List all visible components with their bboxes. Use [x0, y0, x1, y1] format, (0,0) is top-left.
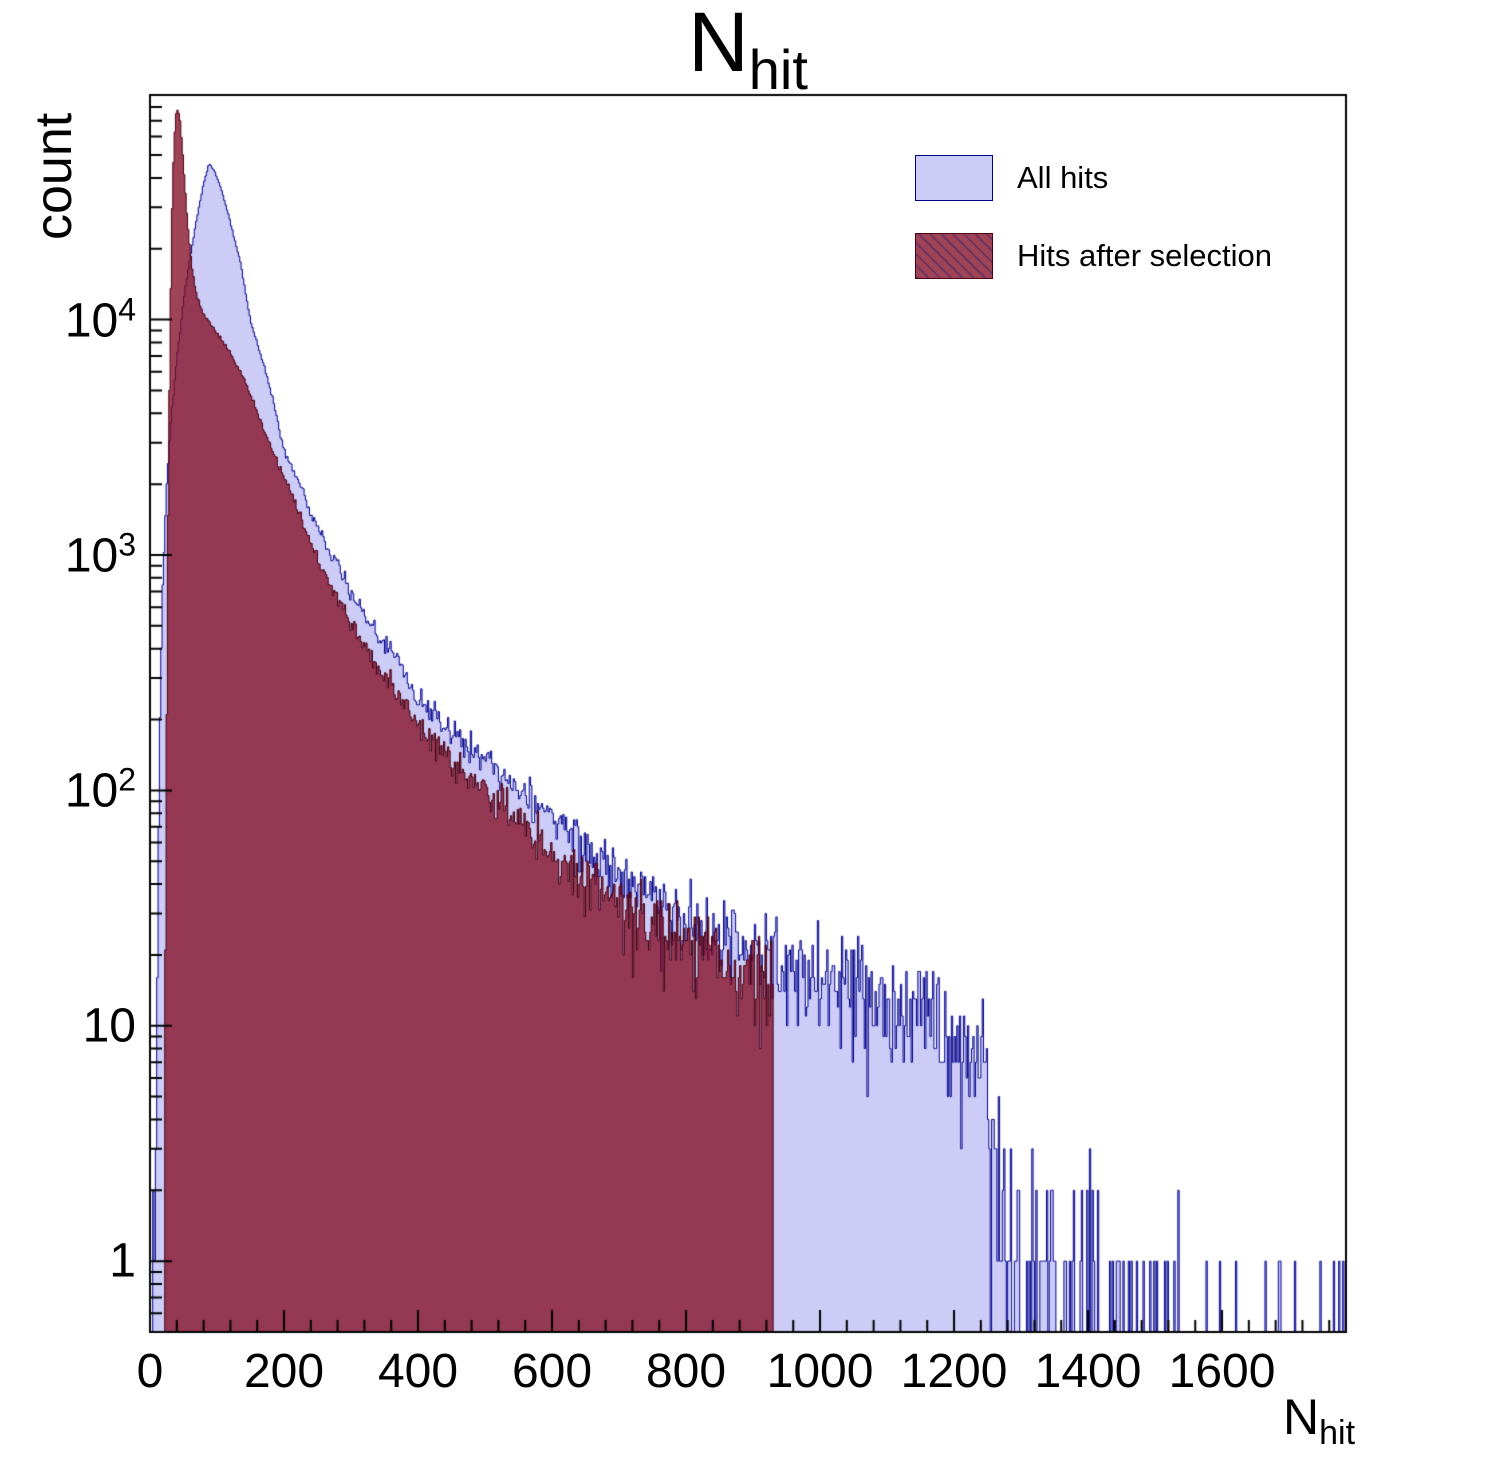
y-tick-label: 10: [82, 999, 136, 1053]
legend: All hits Hits after selection: [915, 155, 1272, 311]
x-tick-label: 0: [136, 1345, 164, 1398]
y-tick-label: 103: [64, 526, 136, 583]
x-tick-label: 1000: [766, 1345, 874, 1398]
legend-item: All hits: [915, 155, 1272, 201]
x-tick-label: 1400: [1034, 1345, 1142, 1398]
y-tick-label: 104: [64, 291, 136, 348]
x-tick-label: 1200: [900, 1345, 1008, 1398]
y-tick-label: 1: [109, 1234, 136, 1288]
legend-swatch-hits-after-selection: [915, 233, 993, 279]
x-axis-title-sub: hit: [1319, 1414, 1356, 1452]
x-axis-title: Nhit: [1283, 1388, 1355, 1453]
x-tick-label: 1600: [1168, 1345, 1276, 1398]
chart-title: Nhit: [0, 0, 1496, 102]
legend-label: Hits after selection: [1017, 238, 1272, 273]
x-tick-label: 600: [511, 1345, 593, 1398]
x-axis-title-main: N: [1283, 1389, 1320, 1445]
legend-label: All hits: [1017, 160, 1109, 195]
x-tick-label: 200: [243, 1345, 325, 1398]
x-tick-label: 400: [377, 1345, 459, 1398]
x-tick-label: 800: [645, 1345, 727, 1398]
legend-item: Hits after selection: [915, 233, 1272, 279]
y-axis-title: count: [25, 112, 83, 240]
y-tick-label: 102: [64, 761, 136, 818]
chart-title-sub: hit: [748, 38, 808, 101]
legend-swatch-all-hits: [915, 155, 993, 201]
chart-title-main: N: [688, 0, 749, 89]
